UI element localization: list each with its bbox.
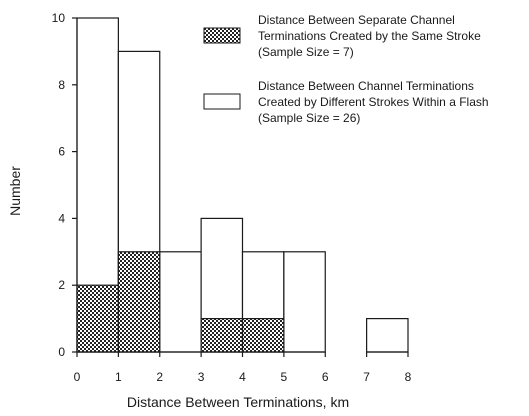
x-tick-label: 0 xyxy=(74,370,81,384)
legend-entry-same-stroke: Distance Between Separate Channel Termin… xyxy=(203,13,481,59)
legend-text-different-strokes-line-3: (Sample Size = 26) xyxy=(258,111,360,125)
y-tick-label: 10 xyxy=(52,11,66,25)
x-axis-label: Distance Between Terminations, km xyxy=(127,394,349,410)
bar-different-strokes xyxy=(366,318,409,353)
legend-text-different-strokes-line-1: Distance Between Channel Terminations xyxy=(258,79,474,93)
legend-swatch-open xyxy=(203,93,241,110)
x-tick-label: 5 xyxy=(281,370,288,384)
bar-same-stroke xyxy=(200,318,244,353)
y-axis-ticks: 0 2 4 6 8 10 xyxy=(52,11,77,359)
bar-different-strokes xyxy=(283,251,326,353)
y-tick-label: 2 xyxy=(58,278,65,292)
bar-same-stroke xyxy=(117,251,161,353)
legend-text-different-strokes-line-2: Created by Different Strokes Within a Fl… xyxy=(258,95,489,109)
y-tick-label: 6 xyxy=(58,145,65,159)
legend-text-same-stroke-line-2: Terminations Created by the Same Stroke xyxy=(258,29,481,43)
legend-text-same-stroke-line-1: Distance Between Separate Channel xyxy=(258,13,455,27)
x-axis-ticks: 0 1 2 3 4 5 6 7 8 xyxy=(74,352,412,384)
y-tick-label: 8 xyxy=(58,78,65,92)
legend-entry-different-strokes: Distance Between Channel Terminations Cr… xyxy=(203,79,489,125)
x-tick-label: 8 xyxy=(405,370,412,384)
y-tick-label: 0 xyxy=(58,345,65,359)
y-axis-label: Number xyxy=(7,166,23,216)
bars-group xyxy=(76,17,409,353)
bar-same-stroke xyxy=(76,284,119,353)
x-tick-label: 4 xyxy=(239,370,246,384)
bar-different-strokes xyxy=(159,251,202,353)
x-tick-label: 7 xyxy=(363,370,370,384)
x-tick-label: 3 xyxy=(198,370,205,384)
legend-swatch-hatched xyxy=(203,27,241,44)
x-tick-label: 6 xyxy=(322,370,329,384)
legend: Distance Between Separate Channel Termin… xyxy=(203,13,489,125)
x-tick-label: 1 xyxy=(115,370,122,384)
legend-text-same-stroke-line-3: (Sample Size = 7) xyxy=(258,45,354,59)
bar-same-stroke xyxy=(241,318,285,353)
x-tick-label: 2 xyxy=(156,370,163,384)
y-tick-label: 4 xyxy=(58,211,65,225)
